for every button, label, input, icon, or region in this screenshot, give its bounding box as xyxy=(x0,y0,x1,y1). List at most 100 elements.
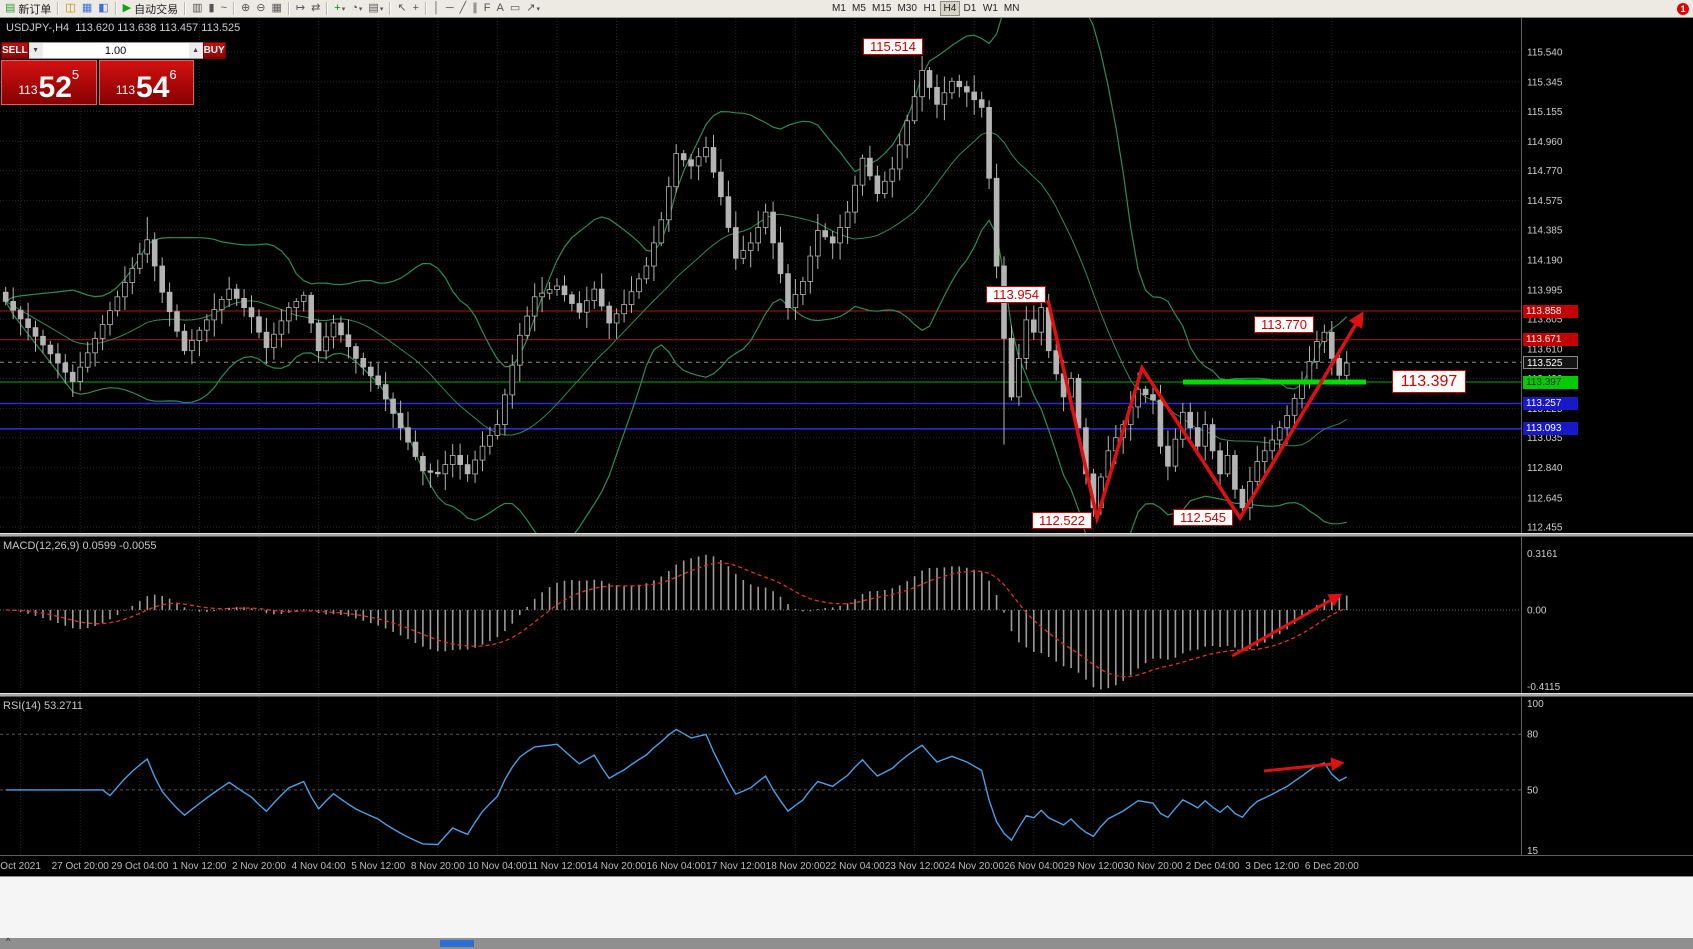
bid-price-point: 5 xyxy=(71,67,80,82)
price-tag: 113.671 xyxy=(1523,333,1578,347)
zoom-in-button[interactable]: ⊕ xyxy=(239,1,252,16)
price-tag: 113.093 xyxy=(1523,422,1578,436)
volume-decrease-button[interactable]: ▼ xyxy=(28,43,43,58)
time-axis-label: 29 Oct 04:00 xyxy=(111,861,169,872)
bar-chart-button[interactable]: ▥ xyxy=(190,1,204,16)
fibonacci-button[interactable]: F xyxy=(482,1,493,16)
chevron-down-icon: ▾ xyxy=(358,5,363,13)
sell-price-button[interactable]: 113 52 5 xyxy=(1,60,97,105)
timeframe-m5-button[interactable]: M5 xyxy=(849,1,869,16)
vertical-line-icon: │ xyxy=(432,2,440,14)
periods-icon: ◔ xyxy=(351,2,358,14)
arrows-button[interactable]: ↗ ▾ xyxy=(524,1,542,16)
price-axis-label: 114.770 xyxy=(1527,166,1563,177)
macd-scale-label: 0.3161 xyxy=(1527,549,1558,560)
support-zone-segment[interactable] xyxy=(1183,379,1366,385)
buy-button[interactable]: BUY xyxy=(202,42,226,59)
macd-arrow[interactable] xyxy=(1231,593,1343,658)
price-annotation-label[interactable]: 113.954 xyxy=(986,286,1046,303)
trend-forecast-arrow[interactable] xyxy=(1046,299,1364,525)
text-label-button[interactable]: ▭ xyxy=(508,1,522,16)
buy-price-button[interactable]: 113 54 6 xyxy=(98,60,194,105)
price-axis-label: 114.190 xyxy=(1527,255,1563,266)
time-axis-label: 23 Nov 12:00 xyxy=(885,861,945,872)
time-axis-label: 3 Dec 12:00 xyxy=(1245,861,1299,872)
new-order-icon: ▤ xyxy=(5,2,16,14)
price-axis-label: 114.575 xyxy=(1527,196,1563,207)
periods-button[interactable]: ◔ ▾ xyxy=(349,1,364,16)
auto-scroll-button[interactable]: ↦ xyxy=(294,1,307,16)
timeframe-m15-button[interactable]: M15 xyxy=(869,1,894,16)
sell-button[interactable]: SELL xyxy=(1,42,29,59)
timeframe-w1-button[interactable]: W1 xyxy=(980,1,1001,16)
time-axis-label: 4 Nov 04:00 xyxy=(292,861,346,872)
timeframe-h4-button[interactable]: H4 xyxy=(939,1,960,16)
toolbar-separator xyxy=(114,2,117,15)
price-axis-label: 113.995 xyxy=(1527,285,1563,296)
equidistant-channel-button[interactable]: ∥ xyxy=(470,1,480,16)
charts-button[interactable]: ◫ xyxy=(63,1,77,16)
price-annotation-label[interactable]: 113.397 xyxy=(1392,370,1466,393)
new-chart-button[interactable]: + ▾ xyxy=(332,1,347,16)
volume-field: ▼ ▲ xyxy=(28,42,203,59)
timeframe-m1-button[interactable]: M1 xyxy=(829,1,849,16)
fibonacci-icon: F xyxy=(483,2,491,14)
price-annotation-label[interactable]: 115.514 xyxy=(863,38,923,55)
chevron-down-icon: ▾ xyxy=(379,5,384,13)
profiles-button[interactable]: ▦ xyxy=(80,1,94,16)
toolbar-items: ▤ 新订单 ◫ ▦ ◧ ▶ 自动交易 ▥ ▮ ~ ⊕ ⊖ ▦ ↦ ⇄ + ▾ ◔ ▾ ▤ ▾ ↖ + │ ─ ╱ ∥ F A ▭ ↗ ▾ M1 M… xyxy=(0,0,1022,17)
tile-windows-button[interactable]: ▦ xyxy=(269,1,283,16)
new-order-button[interactable]: ▤ 新订单 xyxy=(3,1,53,16)
timeframe-mn-button[interactable]: MN xyxy=(1001,1,1023,16)
volume-input[interactable] xyxy=(42,43,189,58)
bottom-bar-item[interactable] xyxy=(440,940,474,947)
timeframe-d1-button[interactable]: D1 xyxy=(960,1,980,16)
line-chart-button[interactable]: ~ xyxy=(219,1,229,16)
volume-increase-button[interactable]: ▲ xyxy=(188,43,203,58)
timeframe-h1-button[interactable]: H1 xyxy=(920,1,940,16)
chevron-down-icon: ▾ xyxy=(341,5,346,13)
price-axis-label: 112.645 xyxy=(1527,493,1563,504)
price-annotation-label[interactable]: 112.522 xyxy=(1032,512,1092,529)
market-watch-icon: ◧ xyxy=(98,2,109,14)
timeframe-m30-button[interactable]: M30 xyxy=(894,1,919,16)
toolbar: ▤ 新订单 ◫ ▦ ◧ ▶ 自动交易 ▥ ▮ ~ ⊕ ⊖ ▦ ↦ ⇄ + ▾ ◔ ▾ ▤ ▾ ↖ + │ ─ ╱ ∥ F A ▭ ↗ ▾ M1 M… xyxy=(0,0,1693,18)
candlestick-chart-button[interactable]: ▮ xyxy=(207,1,217,16)
price-tag: 113.858 xyxy=(1523,304,1578,318)
time-axis-label: 5 Nov 12:00 xyxy=(351,861,405,872)
chevron-up-icon[interactable]: ^ xyxy=(6,936,11,946)
horizontal-line-button[interactable]: ─ xyxy=(444,1,456,16)
bid-price-integer: 113 xyxy=(18,83,38,97)
market-watch-button[interactable]: ◧ xyxy=(96,1,110,16)
cursor-button[interactable]: ↖ xyxy=(395,1,408,16)
rsi-arrow[interactable] xyxy=(1263,757,1345,773)
time-axis-label: 8 Nov 20:00 xyxy=(411,861,465,872)
toolbar-separator xyxy=(424,2,427,15)
price-annotation-label[interactable]: 113.770 xyxy=(1254,316,1314,333)
chart-symbol-ohlc: USDJPY-,H4 113.620 113.638 113.457 113.5… xyxy=(6,22,241,34)
price-axis-label: 115.155 xyxy=(1527,107,1563,118)
panel-separator[interactable] xyxy=(0,533,1693,537)
toolbar-separator xyxy=(184,2,187,15)
chart-shift-button[interactable]: ⇄ xyxy=(309,1,322,16)
zoom-out-button[interactable]: ⊖ xyxy=(254,1,267,16)
auto-trading-button[interactable]: ▶ 自动交易 xyxy=(121,1,180,16)
trendline-button[interactable]: ╱ xyxy=(458,1,469,16)
new-order-label: 新订单 xyxy=(18,3,52,16)
panel-separator[interactable] xyxy=(0,693,1693,697)
time-axis-label: Oct 2021 xyxy=(0,861,41,872)
vertical-line-button[interactable]: │ xyxy=(431,1,442,16)
chart-window[interactable]: Oct 2021 27 Oct 20:00 29 Oct 04:00 1 Nov 12… xyxy=(0,18,1693,876)
profiles-icon: ▦ xyxy=(81,2,93,14)
templates-button[interactable]: ▤ ▾ xyxy=(366,1,385,16)
chart-canvas[interactable]: Oct 2021 27 Oct 20:00 29 Oct 04:00 1 Nov 12… xyxy=(0,18,1693,876)
price-annotation-label[interactable]: 112.545 xyxy=(1173,509,1233,526)
price-axis-label: 114.385 xyxy=(1527,225,1563,236)
crosshair-button[interactable]: + xyxy=(411,1,421,16)
bollinger-lower-band xyxy=(5,219,1347,534)
rsi-layer xyxy=(0,697,1522,855)
notification-badge[interactable]: 1 xyxy=(1677,3,1689,15)
price-axis-label: 113.805 xyxy=(1527,315,1563,326)
bottom-bar: ^ xyxy=(0,936,1693,949)
text-button[interactable]: A xyxy=(495,1,506,16)
